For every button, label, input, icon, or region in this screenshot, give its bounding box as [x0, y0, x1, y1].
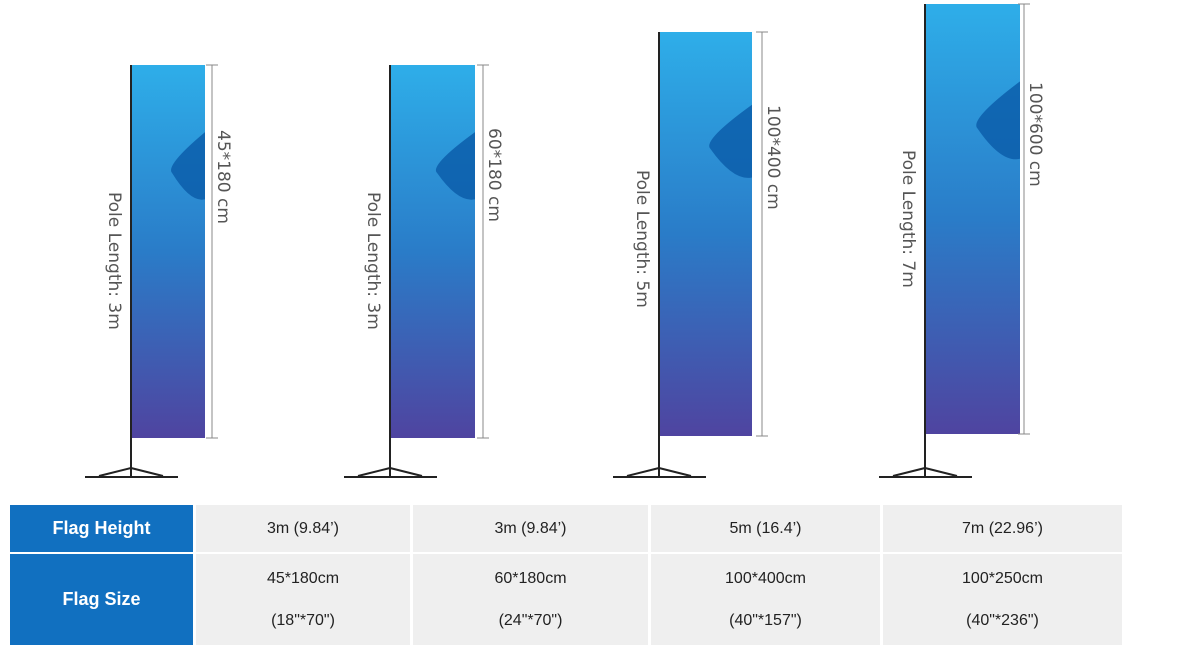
table-cell: 7m (22.96’) [883, 505, 1122, 552]
cell-text: 45*180cm [266, 569, 340, 587]
cell-text: 5m (16.4’) [729, 519, 802, 537]
table-cell: 100*400cm (40"*157") [651, 554, 880, 645]
flag [132, 65, 205, 438]
cell-text: 60*180cm [494, 569, 567, 587]
size-label: 60*180 cm [484, 128, 504, 222]
pole-base [658, 467, 692, 477]
table-cell: 5m (16.4’) [651, 505, 880, 552]
cell-text: 7m (22.96’) [962, 519, 1043, 537]
table-cell: 45*180cm (18"*70") [196, 554, 410, 645]
flag [660, 32, 752, 436]
cell-text: (40"*157") [729, 611, 802, 629]
pole-label: Pole Length: 5m [632, 170, 652, 308]
pole-label: Pole Length: 3m [104, 192, 124, 330]
table-cell: 3m (9.84’) [196, 505, 410, 552]
row-header: Flag Size [10, 554, 193, 645]
cell-text: (24"*70") [498, 611, 563, 629]
pole-base [892, 467, 926, 477]
size-label: 45*180 cm [213, 130, 233, 224]
flag-swoosh [976, 81, 1020, 160]
pole-base [130, 467, 164, 477]
pole-base [389, 467, 423, 477]
size-label: 100*400 cm [763, 105, 783, 210]
cell-text: (18"*70") [271, 611, 335, 629]
flag-swoosh [435, 132, 475, 200]
flag [391, 65, 475, 438]
cell-text: (40"*236") [966, 611, 1039, 629]
table-cell: 100*250cm (40"*236") [883, 554, 1122, 645]
flag [926, 4, 1020, 434]
pole-base [626, 467, 660, 477]
flag-swoosh [171, 132, 205, 200]
cell-text: 100*400cm [725, 569, 806, 587]
pole-base [357, 467, 391, 477]
flags-illustration: 45*180 cm Pole Length: 3m 60*180 cm Pole Le… [85, 3, 1045, 478]
cell-text: 3m (9.84’) [494, 519, 567, 537]
table-cell: 3m (9.84’) [413, 505, 648, 552]
pole-base [98, 467, 132, 477]
flag-swoosh [709, 104, 752, 178]
row-header: Flag Height [10, 505, 193, 552]
pole-label: Pole Length: 7m [898, 150, 918, 288]
cell-text: 3m (9.84’) [266, 519, 340, 537]
size-label: 100*600 cm [1025, 82, 1045, 187]
table-cell: 60*180cm (24"*70") [413, 554, 648, 645]
pole-base [924, 467, 958, 477]
pole-label: Pole Length: 3m [363, 192, 383, 330]
cell-text: 100*250cm [962, 569, 1043, 587]
